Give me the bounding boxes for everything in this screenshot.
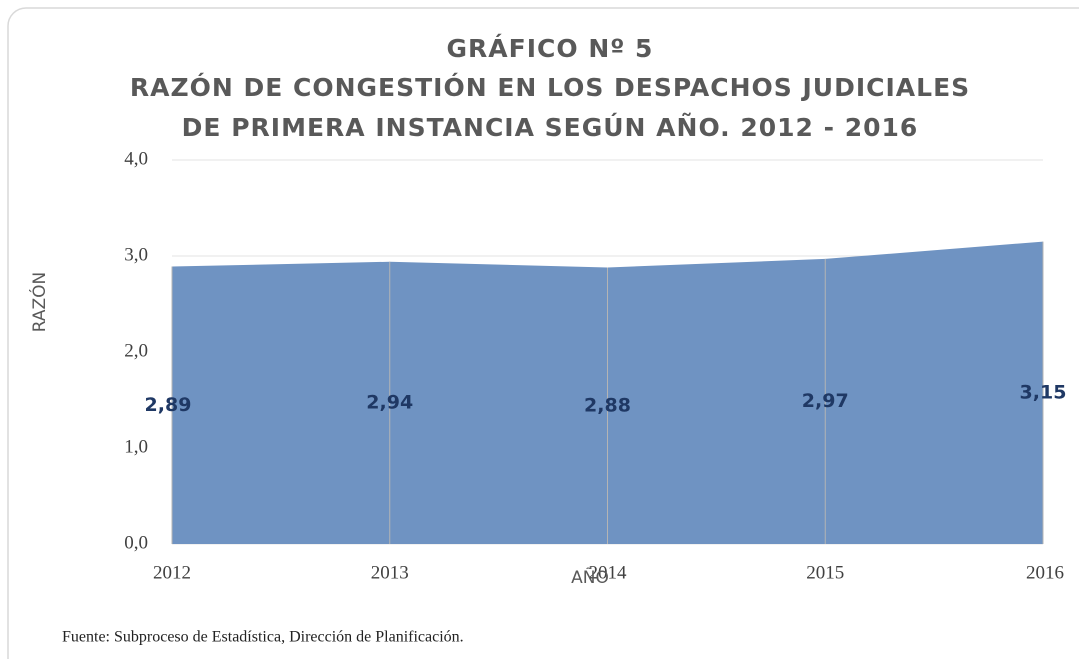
x-tick-label: 2016 xyxy=(1026,562,1064,583)
chart-title: GRÁFICO Nº 5 xyxy=(447,34,654,63)
x-tick-label: 2014 xyxy=(589,562,628,583)
data-label: 2,97 xyxy=(802,390,849,412)
x-tick-label: 2013 xyxy=(371,562,409,583)
y-tick-label: 1,0 xyxy=(124,436,148,457)
data-label: 2,89 xyxy=(145,394,192,416)
source-note: Fuente: Subproceso de Estadística, Direc… xyxy=(62,629,464,646)
x-axis-label: AÑO xyxy=(571,566,609,588)
y-tick-label: 0,0 xyxy=(124,532,148,553)
data-label: 2,88 xyxy=(584,394,631,416)
data-label: 3,15 xyxy=(1020,381,1067,403)
x-tick-label: 2015 xyxy=(806,562,844,583)
x-tick-label: 2012 xyxy=(153,562,191,583)
y-tick-label: 3,0 xyxy=(124,244,148,265)
y-tick-label: 2,0 xyxy=(124,340,148,361)
y-axis-label: RAZÓN xyxy=(28,272,50,333)
chart-title: DE PRIMERA INSTANCIA SEGÚN AÑO. 2012 - 2… xyxy=(182,112,919,142)
y-tick-label: 4,0 xyxy=(124,148,148,169)
data-label: 2,94 xyxy=(366,391,413,413)
chart-title: RAZÓN DE CONGESTIÓN EN LOS DESPACHOS JUD… xyxy=(130,72,970,102)
